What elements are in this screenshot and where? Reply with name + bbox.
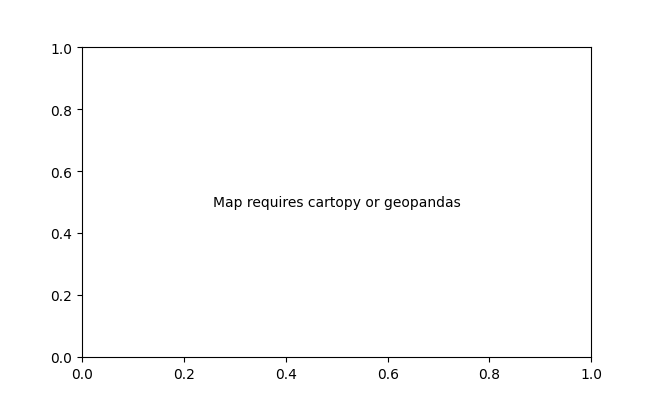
Text: Map requires cartopy or geopandas: Map requires cartopy or geopandas xyxy=(213,196,461,209)
